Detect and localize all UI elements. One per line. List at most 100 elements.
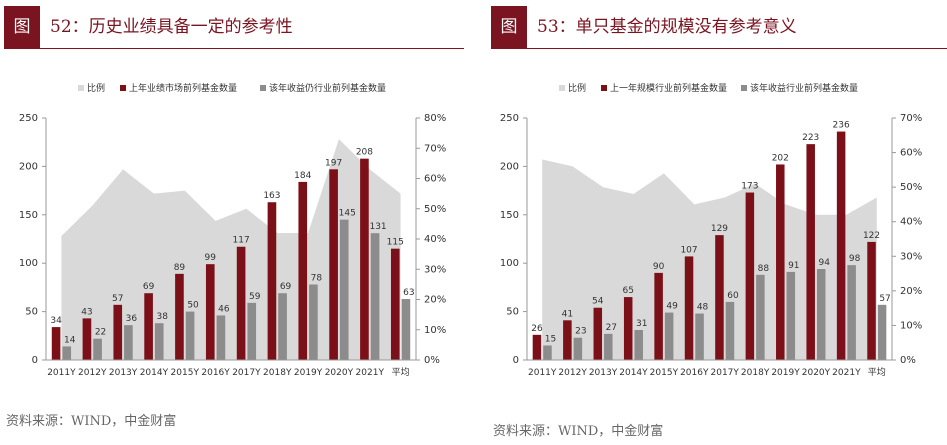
x-tick-label: 2016Y xyxy=(201,368,230,378)
bar-prev-year xyxy=(654,272,663,360)
chart-53: 26 41 54 65 90 107 129 173 202 223 236 122 15 23 27 31 4… xyxy=(500,82,922,378)
bar-current-year xyxy=(816,269,826,360)
bar-current-year xyxy=(62,346,72,360)
bar-prev-year xyxy=(806,144,815,360)
bar-current-year xyxy=(216,315,226,360)
data-label-prev-year: 65 xyxy=(622,286,633,296)
bar-prev-year xyxy=(532,334,542,360)
x-tick-label: 2018Y xyxy=(741,368,770,378)
legend-label: 比例 xyxy=(568,82,586,94)
data-label-prev-year: 41 xyxy=(562,309,573,319)
legend-swatch xyxy=(260,85,266,91)
data-label-prev-year: 107 xyxy=(680,245,697,255)
y-right-tick-label: 20% xyxy=(900,286,922,297)
data-label-current-year: 131 xyxy=(369,222,386,232)
data-label-prev-year: 223 xyxy=(802,133,819,143)
y-right-tick-label: 40% xyxy=(424,234,446,245)
figure-52-panel: 图 52：历史业绩具备一定的参考性 34 43 57 69 89 99 117 163 184 1… xyxy=(0,0,470,445)
figure-tag: 图 xyxy=(491,6,527,48)
data-label-current-year: 91 xyxy=(788,261,799,271)
y-right-tick-label: 30% xyxy=(900,251,922,262)
bar-current-year xyxy=(634,329,643,360)
bar-prev-year xyxy=(593,307,603,360)
legend-label: 比例 xyxy=(87,82,105,94)
bar-current-year xyxy=(93,338,102,360)
bar-prev-year xyxy=(51,327,61,360)
y-left-tick-label: 50 xyxy=(506,307,519,318)
x-tick-label: 2017Y xyxy=(232,368,261,378)
data-label-prev-year: 34 xyxy=(50,316,62,326)
legend-swatch xyxy=(120,85,126,91)
x-tick-label: 2020Y xyxy=(802,368,831,378)
bar-current-year xyxy=(154,323,164,360)
data-label-prev-year: 122 xyxy=(863,231,880,241)
bar-current-year xyxy=(309,284,318,360)
data-label-prev-year: 129 xyxy=(711,224,728,234)
x-tick-label: 2019Y xyxy=(771,368,800,378)
x-tick-label: 2011Y xyxy=(528,368,557,378)
data-label-prev-year: 90 xyxy=(653,262,665,272)
x-tick-label: 2021Y xyxy=(356,368,385,378)
bar-prev-year xyxy=(267,202,277,360)
data-label-current-year: 94 xyxy=(818,258,830,268)
bar-prev-year xyxy=(715,235,724,360)
y-right-tick-label: 10% xyxy=(424,325,446,336)
data-label-current-year: 50 xyxy=(187,301,199,311)
bar-prev-year xyxy=(776,164,785,360)
y-right-tick-label: 80% xyxy=(424,113,446,124)
data-label-current-year: 98 xyxy=(849,254,861,264)
legend-label: 该年收益行业前列基金数量 xyxy=(750,82,858,94)
data-label-current-year: 22 xyxy=(95,328,106,338)
chart-52: 34 43 57 69 89 99 117 163 184 197 208 115 14 22 36 38 50… xyxy=(19,82,446,378)
x-tick-label: 2018Y xyxy=(263,368,292,378)
x-tick-label: 2014Y xyxy=(619,368,648,378)
legend-label: 上一年规模行业前列基金数量 xyxy=(610,82,727,94)
bar-prev-year xyxy=(113,304,123,360)
data-label-current-year: 23 xyxy=(575,327,586,337)
legend-label: 该年收益仍行业前列基金数量 xyxy=(269,82,386,94)
data-label-current-year: 36 xyxy=(126,314,138,324)
x-tick-label: 2012Y xyxy=(78,368,107,378)
data-label-prev-year: 173 xyxy=(741,182,758,192)
y-right-tick-label: 70% xyxy=(424,143,446,154)
y-left-tick-label: 200 xyxy=(500,161,519,172)
bar-prev-year xyxy=(360,158,369,360)
bar-current-year xyxy=(370,233,380,360)
bar-current-year xyxy=(278,293,287,360)
data-label-current-year: 63 xyxy=(403,288,414,298)
bar-prev-year xyxy=(836,131,846,360)
source-note: 资料来源：WIND，中金财富 xyxy=(493,424,664,439)
data-label-current-year: 48 xyxy=(697,303,709,313)
figure-tag: 图 xyxy=(4,6,40,48)
x-tick-label: 2017Y xyxy=(711,368,740,378)
x-tick-label: 2021Y xyxy=(832,368,861,378)
source-note: 资料来源：WIND，中金财富 xyxy=(6,414,177,429)
data-label-prev-year: 236 xyxy=(833,121,850,131)
data-label-prev-year: 99 xyxy=(205,253,217,263)
data-label-current-year: 57 xyxy=(879,294,890,304)
bar-prev-year xyxy=(82,318,92,360)
data-label-current-year: 31 xyxy=(636,319,647,329)
bar-current-year xyxy=(695,313,704,360)
y-left-tick-label: 0 xyxy=(513,355,519,366)
data-label-current-year: 38 xyxy=(157,312,169,322)
bar-prev-year xyxy=(563,320,572,360)
legend-label: 上年业绩市场前列基金数量 xyxy=(129,82,237,94)
data-label-prev-year: 89 xyxy=(174,263,186,273)
data-label-current-year: 14 xyxy=(64,335,76,345)
data-label-prev-year: 26 xyxy=(531,324,543,334)
y-right-tick-label: 60% xyxy=(424,174,446,185)
legend-swatch xyxy=(741,85,747,91)
legend-swatch xyxy=(601,85,607,91)
bar-current-year xyxy=(124,325,133,360)
bar-current-year xyxy=(664,312,674,360)
bar-current-year xyxy=(847,265,856,360)
y-right-tick-label: 40% xyxy=(900,217,922,228)
y-right-tick-label: 0% xyxy=(900,355,916,366)
data-label-current-year: 60 xyxy=(727,291,739,301)
bar-prev-year xyxy=(175,273,184,360)
bar-prev-year xyxy=(390,248,400,360)
bar-current-year xyxy=(339,219,349,360)
y-left-tick-label: 150 xyxy=(500,210,519,221)
x-tick-label: 2020Y xyxy=(325,368,354,378)
